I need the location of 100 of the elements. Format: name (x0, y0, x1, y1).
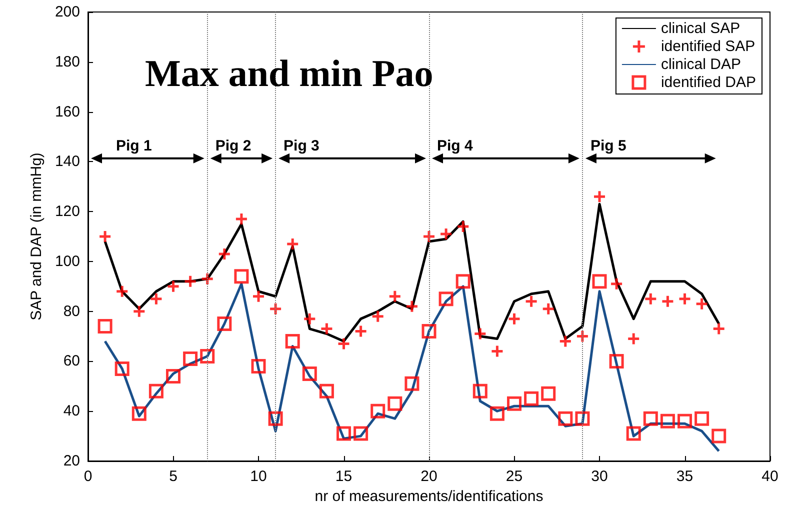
point (371, 310, 385, 324)
point (626, 426, 641, 441)
point (132, 406, 146, 421)
line-series (104, 202, 720, 343)
point (132, 304, 146, 318)
x-tick-label: 15 (335, 468, 352, 485)
point (148, 384, 164, 398)
point (370, 404, 386, 418)
point (610, 277, 624, 291)
point (149, 292, 163, 306)
y-tick-label: 40 (63, 402, 80, 420)
point (456, 220, 470, 234)
point (660, 294, 674, 308)
point (286, 237, 300, 251)
x-tick-label: 5 (169, 468, 178, 485)
point (388, 290, 402, 304)
point (542, 302, 556, 316)
annotation: Pig 3 (284, 137, 320, 154)
x-axis-title: nr of measurements/identifications (314, 488, 544, 505)
point (626, 332, 640, 346)
y-tick-label: 80 (63, 302, 80, 320)
point (285, 334, 300, 349)
point (558, 334, 572, 348)
point (644, 292, 658, 306)
point (422, 324, 436, 339)
point (98, 319, 112, 334)
point (302, 312, 316, 326)
point (404, 376, 420, 391)
point (575, 411, 590, 426)
y-tick-label: 60 (63, 352, 80, 370)
point (388, 396, 402, 411)
point (251, 358, 266, 374)
point (336, 426, 351, 441)
point (218, 247, 232, 261)
point (234, 212, 248, 226)
legend-label: clinical DAP (660, 56, 741, 73)
y-tick-label: 200 (54, 4, 80, 20)
y-tick-label: 100 (54, 252, 80, 270)
annotation: Pig 1 (116, 137, 152, 154)
y-tick-label: 140 (54, 153, 80, 170)
point (234, 269, 249, 284)
point (268, 411, 283, 426)
point (490, 344, 504, 358)
point (678, 292, 692, 306)
legend-label: identified DAP (660, 74, 756, 91)
x-tick-label: 40 (762, 468, 778, 485)
point (354, 324, 368, 338)
point (337, 337, 350, 351)
x-tick-label: 35 (676, 468, 694, 485)
point (184, 274, 198, 288)
point (609, 354, 624, 368)
point (405, 300, 419, 314)
point (183, 351, 198, 366)
y-tick-label: 120 (54, 203, 80, 220)
point (200, 348, 215, 364)
y-tick-label: 20 (63, 452, 80, 470)
point (695, 297, 709, 311)
point (524, 294, 538, 308)
annotation: Pig 4 (437, 137, 474, 154)
point (354, 426, 368, 441)
point (114, 361, 130, 376)
point (558, 411, 573, 426)
point (678, 414, 692, 428)
text: Max and min Pao (145, 53, 434, 95)
point (472, 384, 488, 398)
point (507, 396, 522, 411)
legend-label: identified SAP (660, 38, 756, 55)
point (98, 230, 112, 244)
point (541, 386, 556, 401)
x-tick-label: 10 (250, 468, 267, 485)
point (643, 411, 658, 426)
point (438, 292, 454, 306)
point (320, 322, 334, 336)
legend-label: clinical SAP (660, 20, 740, 37)
point (660, 414, 675, 428)
point (473, 327, 487, 341)
y-tick-label: 160 (54, 103, 80, 120)
point (490, 406, 504, 421)
y-tick-label: 180 (54, 53, 80, 70)
y-axis-title: SAP and DAP (in mmHg) (28, 152, 45, 320)
point (712, 428, 726, 444)
point (456, 274, 470, 289)
annotation: Pig 2 (215, 137, 252, 154)
point (592, 274, 607, 289)
x-tick-label: 20 (420, 468, 438, 485)
point (166, 368, 180, 384)
point (592, 190, 606, 204)
annotation: Pig 5 (590, 137, 626, 154)
x-tick-label: 30 (591, 468, 608, 485)
point (508, 312, 521, 326)
point (302, 366, 317, 381)
point (166, 280, 180, 294)
x-tick-label: 25 (506, 468, 523, 485)
point (524, 391, 539, 406)
point (712, 322, 726, 336)
point (319, 384, 334, 398)
point (115, 284, 129, 298)
point (439, 227, 453, 241)
point (252, 290, 266, 304)
point (217, 316, 232, 332)
